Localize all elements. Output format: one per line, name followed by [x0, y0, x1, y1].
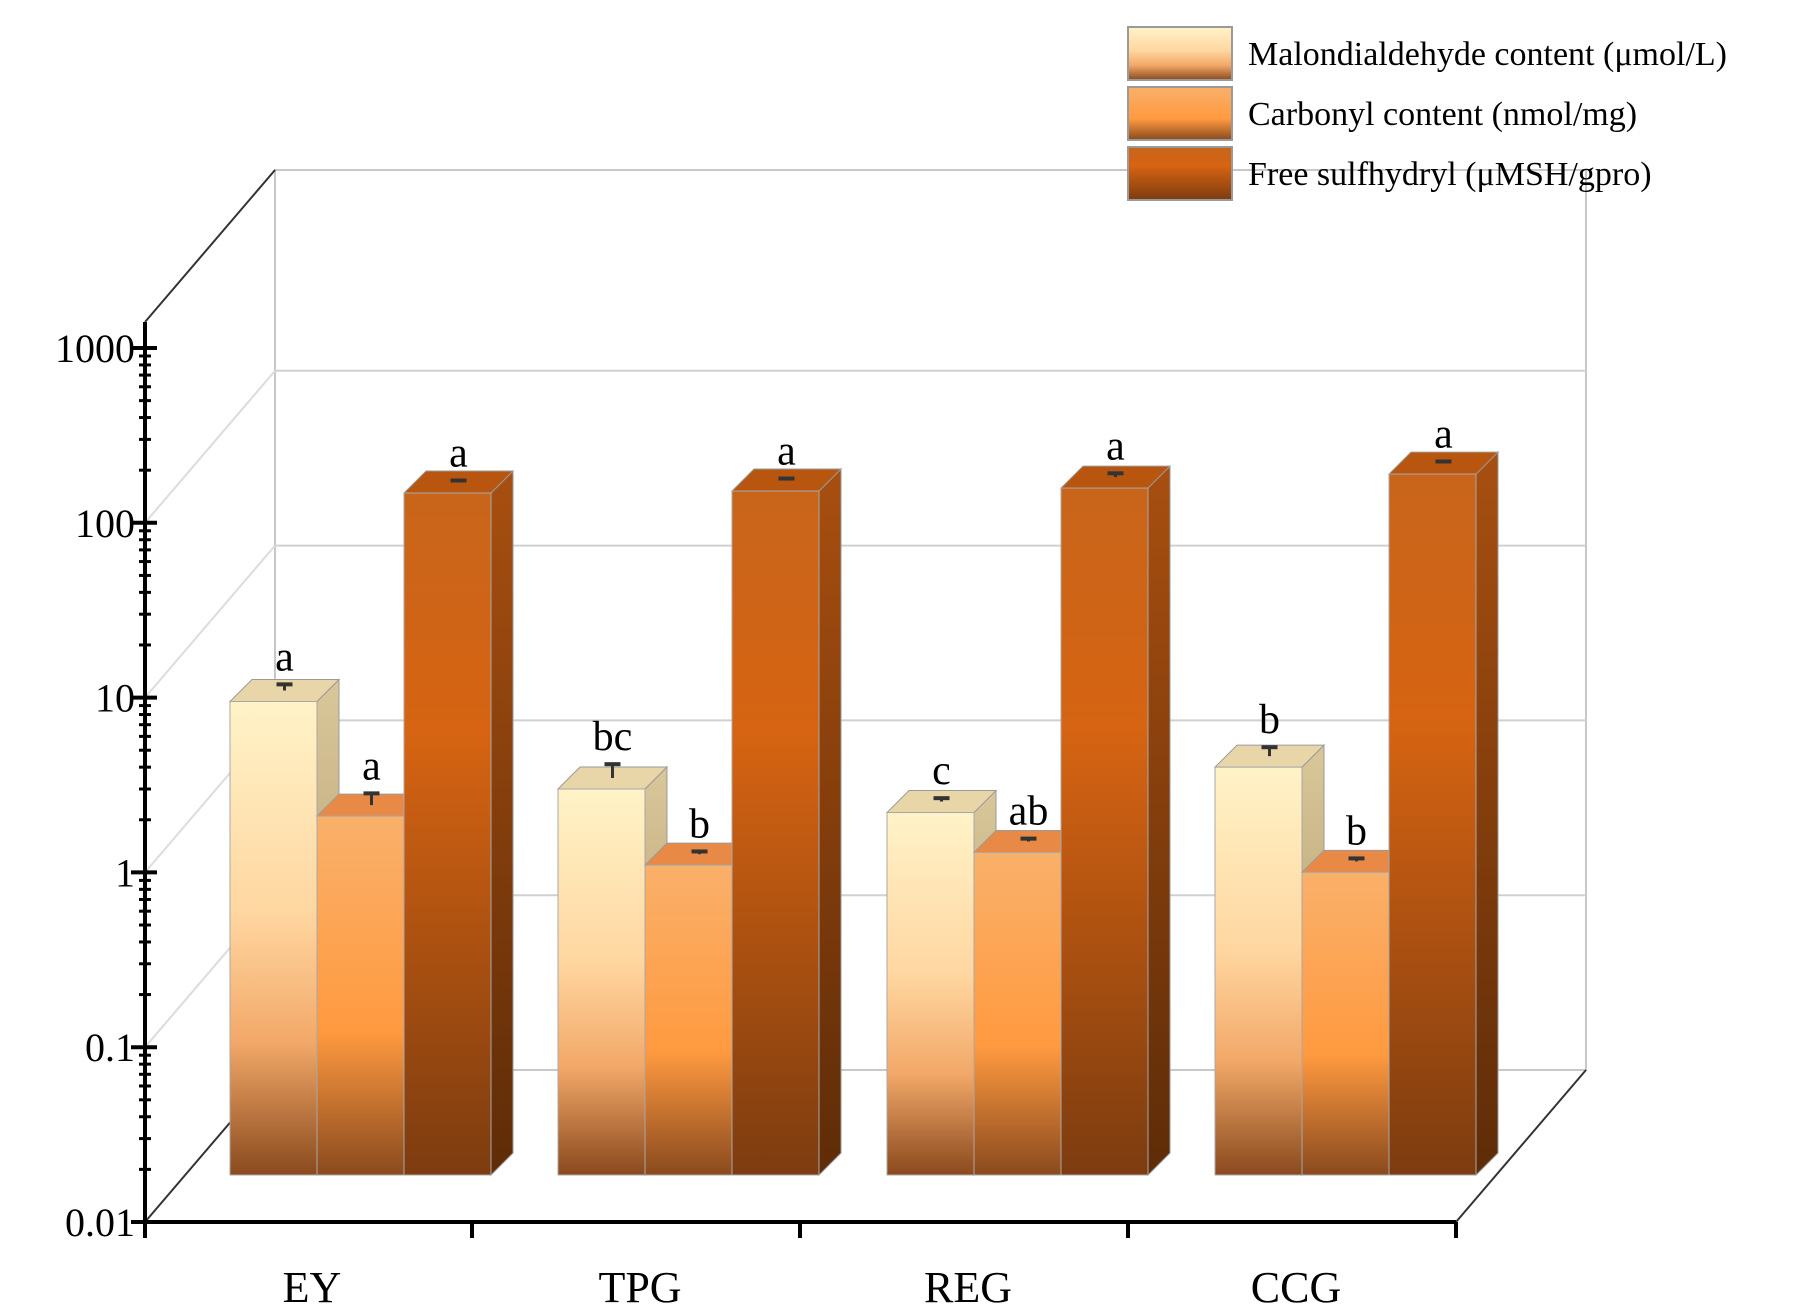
bar — [557, 788, 646, 1176]
y-tick-label: 0.1 — [85, 1025, 135, 1070]
bar — [1301, 871, 1390, 1176]
bar-side — [1475, 450, 1499, 1177]
bar-side — [818, 467, 842, 1177]
depth-edge-top-left — [144, 169, 276, 323]
bar — [1214, 766, 1303, 1176]
legend-swatch — [1127, 146, 1233, 201]
x-category-label: TPG — [598, 1263, 681, 1312]
significance-label: b — [689, 801, 710, 847]
y-tick-label: 1 — [115, 850, 135, 895]
bar-side — [490, 469, 514, 1177]
significance-label: a — [449, 431, 468, 477]
significance-label: c — [932, 748, 951, 794]
bar — [1388, 473, 1477, 1176]
bar — [731, 490, 820, 1176]
bar-group-tpg: bc b a — [556, 429, 843, 1177]
grid-diagonal — [144, 544, 276, 699]
y-tick-label: 10 — [95, 676, 135, 721]
grid-diagonal — [144, 370, 276, 524]
bar-group-ey: a a a — [228, 431, 515, 1177]
legend: Malondialdehyde content (μmol/L) Carbonyl… — [1127, 26, 1727, 201]
legend-label: Free sulfhydryl (μMSH/gpro) — [1248, 156, 1652, 193]
y-tick-label: 1000 — [55, 326, 135, 371]
x-category-label: REG — [924, 1263, 1012, 1312]
y-axis: 0.01 0.1 1 10 100 1000 — [55, 322, 157, 1245]
significance-label: bc — [593, 714, 633, 760]
x-axis: EY TPG REG CCG — [143, 1220, 1458, 1312]
legend-label: Malondialdehyde content (μmol/L) — [1248, 36, 1727, 73]
bar-side — [1147, 464, 1171, 1177]
bar — [229, 700, 318, 1176]
bar — [644, 864, 733, 1176]
significance-label: b — [1346, 808, 1367, 854]
depth-edge-bottom-right — [1455, 1069, 1587, 1223]
bar — [886, 812, 975, 1176]
x-category-label: CCG — [1251, 1263, 1341, 1312]
bar — [403, 492, 492, 1176]
significance-label: a — [275, 634, 294, 680]
legend-swatch — [1127, 86, 1233, 141]
significance-label: ab — [1009, 789, 1049, 835]
legend-swatch — [1127, 26, 1233, 81]
y-tick-label: 100 — [75, 501, 135, 546]
significance-label: a — [1434, 411, 1453, 457]
bar-group-reg: c ab a — [885, 423, 1172, 1177]
x-category-label: EY — [283, 1263, 342, 1312]
significance-label: a — [777, 429, 796, 475]
significance-label: a — [1106, 423, 1125, 469]
bar — [316, 815, 405, 1176]
bar-group-ccg: b b a — [1213, 411, 1500, 1177]
legend-label: Carbonyl content (nmol/mg) — [1248, 96, 1637, 133]
bar — [973, 851, 1062, 1176]
significance-label: a — [362, 743, 381, 789]
y-tick-label: 0.01 — [65, 1200, 135, 1245]
significance-label: b — [1259, 697, 1280, 743]
bar — [1060, 487, 1149, 1176]
